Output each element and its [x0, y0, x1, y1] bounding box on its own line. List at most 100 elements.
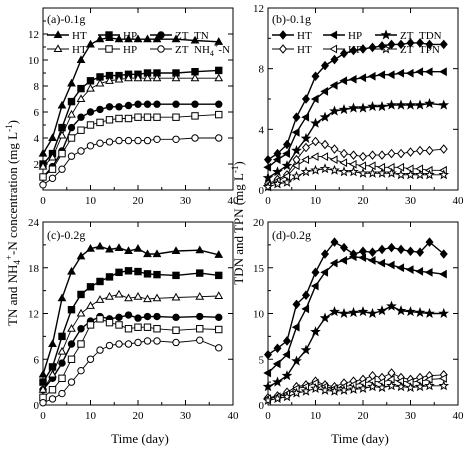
data-point: [311, 136, 320, 147]
data-point: [86, 301, 95, 309]
data-point: [48, 152, 57, 161]
data-point: [310, 382, 321, 394]
data-point: [105, 318, 114, 327]
y-tick-label: 8: [259, 64, 265, 76]
y-tick-label: 0: [259, 185, 265, 197]
data-point: [367, 256, 376, 265]
data-point: [124, 267, 133, 275]
data-point: [311, 71, 320, 82]
data-point: [367, 161, 376, 171]
data-point: [368, 42, 377, 53]
y-tick-label: 8: [34, 81, 40, 93]
data-point: [191, 134, 199, 142]
legend: HT HP ZT TN HT HP ZT NH4+-N: [47, 30, 230, 58]
data-point: [105, 244, 114, 253]
legend-marker: [329, 44, 338, 54]
data-point: [406, 38, 415, 48]
data-point: [367, 381, 378, 392]
data-point: [405, 99, 416, 110]
data-point: [153, 325, 161, 333]
data-point: [300, 132, 312, 143]
legend-label: ZT: [400, 44, 414, 56]
data-point: [348, 383, 359, 394]
data-point: [95, 241, 105, 250]
data-point: [124, 73, 133, 82]
data-point: [396, 263, 405, 273]
legend-label: ZT: [175, 30, 189, 42]
y-tick-label: 15: [253, 263, 265, 275]
data-point: [67, 340, 76, 348]
data-point: [387, 148, 396, 159]
data-point: [77, 290, 85, 299]
data-point: [39, 181, 47, 189]
y-tick-label: 12: [253, 3, 264, 15]
data-point: [292, 112, 301, 122]
x-tick-label: 20: [133, 410, 145, 422]
data-point: [310, 281, 319, 291]
data-point: [282, 149, 291, 158]
data-point: [172, 326, 180, 334]
data-point: [143, 113, 152, 121]
data-point: [357, 382, 369, 394]
data-point: [133, 292, 143, 300]
data-point: [48, 165, 57, 173]
data-point: [339, 256, 348, 265]
data-point: [115, 114, 123, 123]
data-point: [272, 166, 283, 177]
data-point: [439, 144, 448, 154]
data-point: [191, 112, 199, 120]
data-point: [153, 100, 161, 108]
data-point: [86, 77, 95, 85]
data-point: [105, 116, 114, 124]
data-point: [86, 283, 95, 291]
data-point: [415, 145, 425, 156]
data-point: [67, 266, 76, 275]
x-tick-label: 0: [265, 410, 271, 422]
data-point: [367, 100, 378, 112]
x-tick-label: 40: [453, 410, 465, 422]
data-point: [67, 378, 76, 386]
y-tick-label: 6: [34, 354, 40, 366]
legend-label: HT: [72, 30, 87, 42]
data-point: [310, 94, 319, 104]
data-point: [38, 148, 48, 157]
data-point: [319, 384, 331, 395]
data-point: [124, 340, 133, 348]
data-point: [114, 74, 124, 83]
legend-suffix: TN: [194, 30, 209, 42]
legend-marker: [53, 30, 63, 39]
x-tick-label: 40: [228, 195, 240, 207]
data-point: [301, 142, 311, 153]
data-point: [405, 169, 416, 180]
legend-marker: [157, 45, 165, 53]
data-point: [86, 108, 95, 116]
y-tick-label: 0: [259, 400, 265, 412]
panel-title: (c)-0.2g: [47, 228, 85, 242]
x-tick-label: 30: [180, 195, 192, 207]
data-point: [329, 105, 340, 116]
data-point: [133, 34, 143, 43]
data-point: [358, 161, 367, 171]
data-point: [190, 35, 200, 44]
data-point: [48, 133, 57, 142]
data-point: [339, 148, 349, 159]
data-point: [438, 307, 450, 319]
data-point: [48, 174, 57, 183]
data-point: [386, 99, 397, 110]
data-point: [115, 136, 123, 145]
x-tick-label: 10: [310, 195, 322, 207]
data-point: [339, 48, 349, 59]
data-point: [395, 99, 407, 110]
data-point: [358, 151, 368, 162]
data-point: [115, 321, 123, 329]
data-point: [215, 100, 223, 108]
data-point: [273, 343, 282, 354]
data-point: [38, 385, 48, 393]
data-point: [96, 315, 104, 323]
data-point: [105, 76, 114, 84]
x-tick-label: 0: [40, 410, 46, 422]
data-point: [291, 144, 302, 156]
y-tick-label: 4: [259, 124, 265, 136]
data-point: [367, 307, 378, 319]
y-tick-label: 18: [28, 263, 40, 275]
